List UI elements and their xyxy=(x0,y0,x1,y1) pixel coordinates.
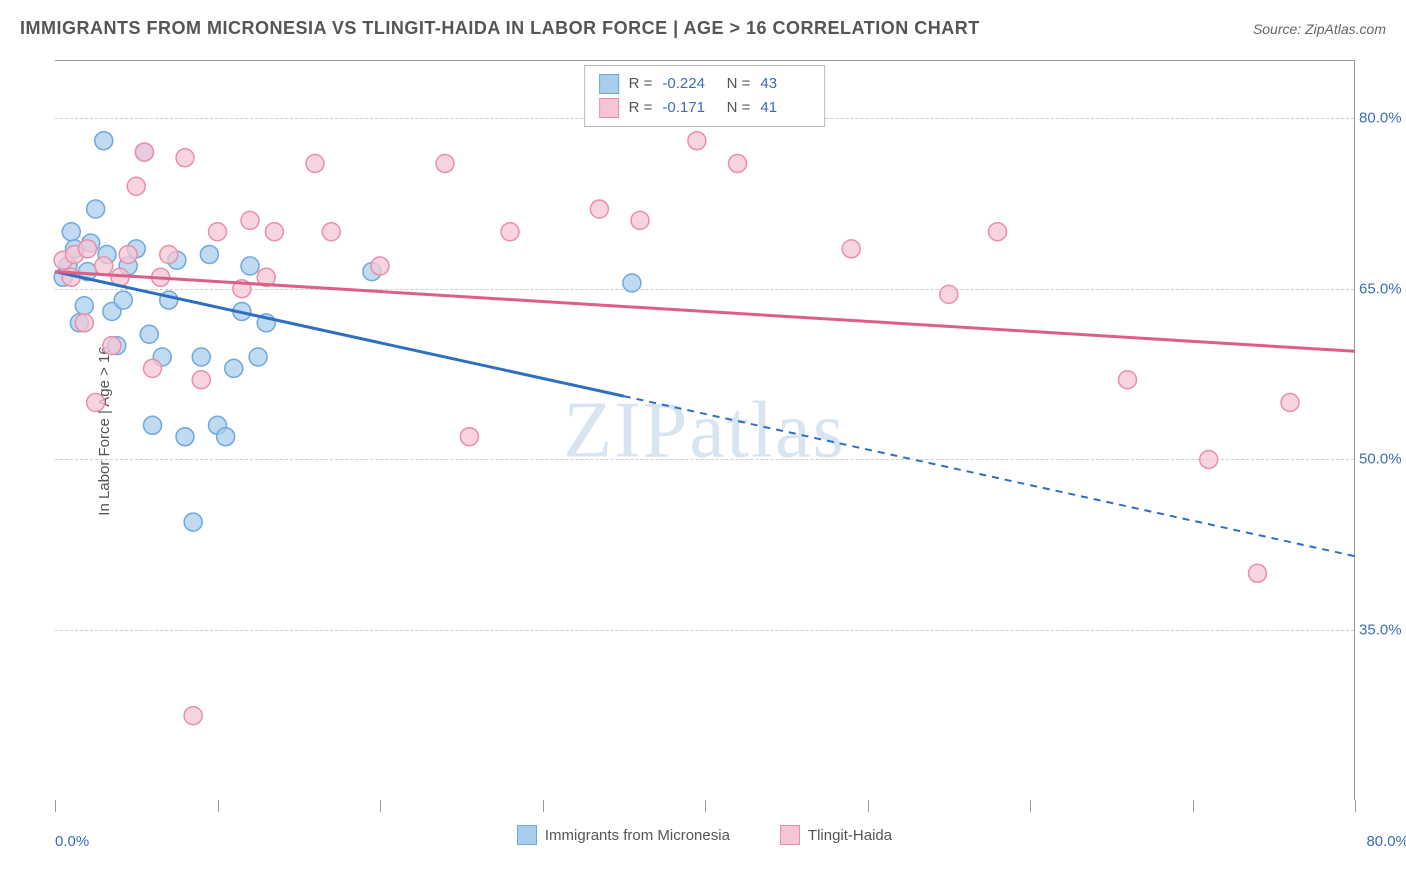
legend-swatch xyxy=(599,74,619,94)
data-point xyxy=(217,428,235,446)
trend-line-extrapolated xyxy=(624,396,1355,556)
stats-row: R = -0.224 N = 43 xyxy=(599,72,811,96)
data-point xyxy=(79,240,97,258)
stat-n-value: 43 xyxy=(760,72,810,96)
data-point xyxy=(842,240,860,258)
stats-row: R = -0.171 N = 41 xyxy=(599,96,811,120)
data-point xyxy=(729,154,747,172)
stat-n-label: N = xyxy=(722,72,750,96)
data-point xyxy=(1200,450,1218,468)
data-point xyxy=(241,257,259,275)
y-tick-label: 50.0% xyxy=(1359,451,1406,468)
data-point xyxy=(225,359,243,377)
data-point xyxy=(631,211,649,229)
data-point xyxy=(265,223,283,241)
data-point xyxy=(989,223,1007,241)
data-point xyxy=(371,257,389,275)
data-point xyxy=(95,257,113,275)
x-tick xyxy=(55,800,56,812)
data-point xyxy=(75,314,93,332)
y-tick-label: 35.0% xyxy=(1359,622,1406,639)
legend-swatch xyxy=(599,98,619,118)
y-tick-label: 80.0% xyxy=(1359,109,1406,126)
x-tick xyxy=(868,800,869,812)
plot-area: ZIPatlas In Labor Force | Age > 16 35.0%… xyxy=(55,60,1355,800)
data-point xyxy=(306,154,324,172)
stat-r-value: -0.171 xyxy=(662,96,712,120)
data-point xyxy=(460,428,478,446)
data-point xyxy=(160,246,178,264)
legend-item: Tlingit-Haida xyxy=(780,825,892,845)
data-point xyxy=(140,325,158,343)
data-point xyxy=(119,246,137,264)
x-tick xyxy=(705,800,706,812)
x-tick xyxy=(218,800,219,812)
data-point xyxy=(501,223,519,241)
x-tick xyxy=(380,800,381,812)
legend-swatch xyxy=(780,825,800,845)
data-point xyxy=(940,285,958,303)
data-point xyxy=(127,177,145,195)
data-point xyxy=(87,200,105,218)
x-tick xyxy=(1030,800,1031,812)
data-point xyxy=(87,394,105,412)
data-point xyxy=(590,200,608,218)
data-point xyxy=(1249,564,1267,582)
stat-n-label: N = xyxy=(722,96,750,120)
stat-r-label: R = xyxy=(629,72,653,96)
data-point xyxy=(322,223,340,241)
data-point xyxy=(75,297,93,315)
data-point xyxy=(176,428,194,446)
data-point xyxy=(1119,371,1137,389)
data-point xyxy=(135,143,153,161)
data-point xyxy=(688,132,706,150)
data-point xyxy=(623,274,641,292)
data-point xyxy=(103,337,121,355)
stat-r-label: R = xyxy=(629,96,653,120)
data-point xyxy=(95,132,113,150)
data-point xyxy=(144,416,162,434)
scatter-svg xyxy=(55,61,1354,800)
data-point xyxy=(200,246,218,264)
stat-r-value: -0.224 xyxy=(662,72,712,96)
legend-item: Immigrants from Micronesia xyxy=(517,825,730,845)
y-tick-label: 65.0% xyxy=(1359,280,1406,297)
x-tick xyxy=(1355,800,1356,812)
x-axis-max-label: 80.0% xyxy=(1366,833,1406,850)
legend-label: Tlingit-Haida xyxy=(808,827,892,844)
data-point xyxy=(249,348,267,366)
bottom-legend: Immigrants from Micronesia Tlingit-Haida xyxy=(55,825,1354,845)
data-point xyxy=(241,211,259,229)
x-tick xyxy=(543,800,544,812)
x-tick xyxy=(1193,800,1194,812)
data-point xyxy=(144,359,162,377)
data-point xyxy=(184,513,202,531)
legend-swatch xyxy=(517,825,537,845)
data-point xyxy=(192,371,210,389)
data-point xyxy=(209,223,227,241)
data-point xyxy=(176,149,194,167)
title-bar: IMMIGRANTS FROM MICRONESIA VS TLINGIT-HA… xyxy=(20,18,1386,39)
source-attribution: Source: ZipAtlas.com xyxy=(1253,21,1386,37)
data-point xyxy=(114,291,132,309)
stats-box: R = -0.224 N = 43 R = -0.171 N = 41 xyxy=(584,65,826,127)
data-point xyxy=(184,707,202,725)
data-point xyxy=(436,154,454,172)
legend-label: Immigrants from Micronesia xyxy=(545,827,730,844)
data-point xyxy=(62,223,80,241)
data-point xyxy=(1281,394,1299,412)
data-point xyxy=(192,348,210,366)
chart-title: IMMIGRANTS FROM MICRONESIA VS TLINGIT-HA… xyxy=(20,18,980,39)
stat-n-value: 41 xyxy=(760,96,810,120)
